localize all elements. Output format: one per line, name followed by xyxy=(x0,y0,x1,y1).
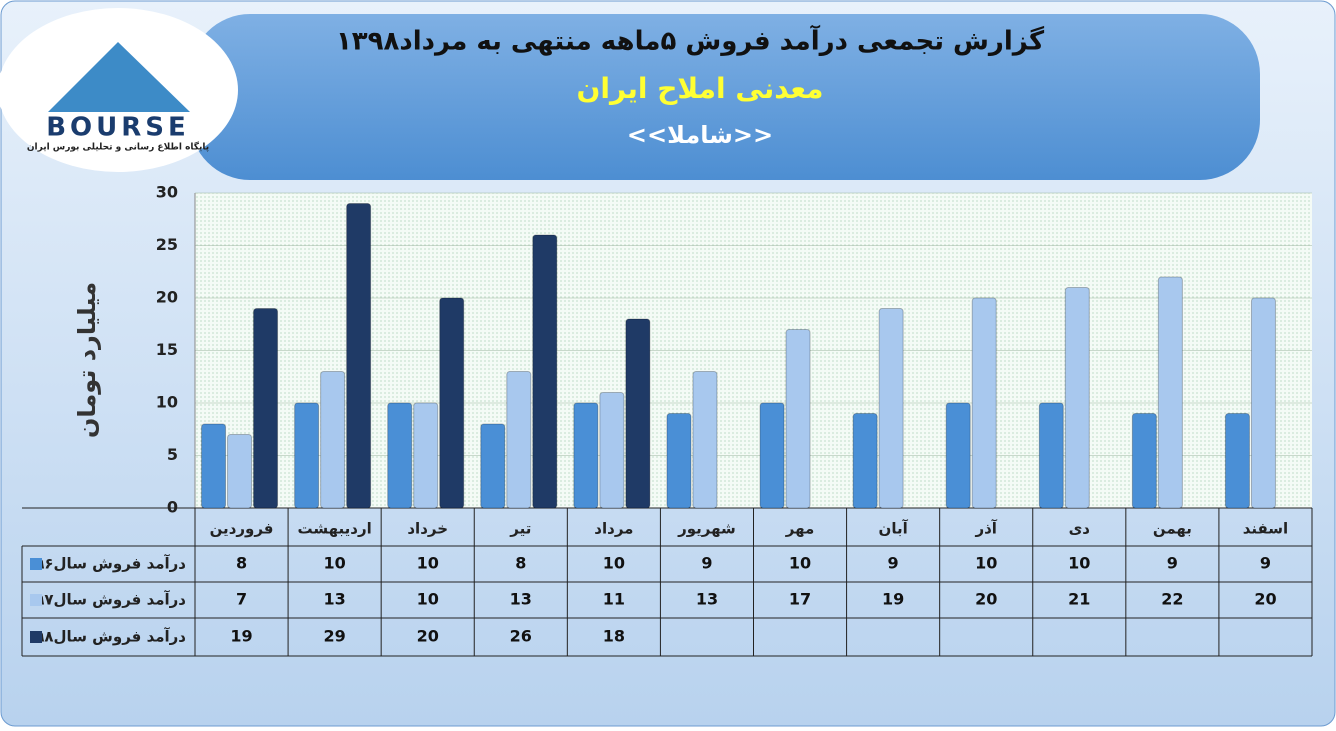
bar xyxy=(945,402,971,509)
table-value: 19 xyxy=(882,590,904,609)
bar xyxy=(387,402,413,509)
chart-subtitle: معدنی املاح ایران xyxy=(576,72,823,105)
x-tick-label: فروردین xyxy=(210,520,274,538)
bar xyxy=(346,203,372,509)
legend-label: درآمد فروش سال۹۷ xyxy=(35,591,186,609)
y-tick-label: 0 xyxy=(167,498,178,517)
table-value: 10 xyxy=(417,590,439,609)
bar xyxy=(439,297,465,509)
table-value: 13 xyxy=(510,590,532,609)
x-tick-label: آذر xyxy=(974,520,997,538)
x-tick-label: شهریور xyxy=(677,520,736,538)
table-value: 10 xyxy=(789,554,811,573)
y-axis-label: میلیارد تومان xyxy=(73,282,101,438)
x-tick-label: مرداد xyxy=(594,520,633,538)
table-value: 9 xyxy=(888,554,899,573)
y-tick-label: 15 xyxy=(156,340,178,359)
legend-label: درآمد فروش سال۹۸ xyxy=(35,628,186,646)
bar xyxy=(852,413,878,509)
x-tick-label: بهمن xyxy=(1153,520,1192,538)
bar xyxy=(532,234,558,509)
table-value: 10 xyxy=(975,554,997,573)
chart-symbol: <<شاملا>> xyxy=(627,121,773,149)
table-value: 9 xyxy=(701,554,712,573)
y-tick-label: 10 xyxy=(156,393,178,412)
x-tick-label: آبان xyxy=(879,520,909,538)
table-value: 29 xyxy=(323,627,345,646)
bar xyxy=(971,297,997,509)
bar xyxy=(878,308,904,509)
legend-swatch xyxy=(30,594,42,606)
table-value: 9 xyxy=(1167,554,1178,573)
table-value: 13 xyxy=(696,590,718,609)
x-tick-label: اردیبهشت xyxy=(297,520,371,538)
x-tick-label: تیر xyxy=(509,520,531,538)
table-value: 20 xyxy=(1254,590,1276,609)
bar xyxy=(227,434,253,509)
bar xyxy=(785,329,811,509)
legend-swatch xyxy=(30,631,42,643)
bar xyxy=(506,371,532,509)
table-value: 8 xyxy=(236,554,247,573)
y-tick-label: 30 xyxy=(156,183,178,202)
table-value: 7 xyxy=(236,590,247,609)
table-value: 10 xyxy=(1068,554,1090,573)
bar xyxy=(599,392,625,509)
bar xyxy=(666,413,692,509)
bar xyxy=(573,402,599,509)
bar xyxy=(692,371,718,509)
x-tick-label: دی xyxy=(1069,520,1091,538)
table-value: 21 xyxy=(1068,590,1090,609)
x-tick-label: مهر xyxy=(785,520,815,538)
logo-mark xyxy=(48,42,190,112)
table-value: 9 xyxy=(1260,554,1271,573)
table-value: 11 xyxy=(603,590,625,609)
table-value: 22 xyxy=(1161,590,1183,609)
table-value: 19 xyxy=(230,627,252,646)
bar xyxy=(759,402,785,509)
bar xyxy=(1064,287,1090,509)
header-banner xyxy=(190,14,1260,180)
bar xyxy=(201,423,227,509)
y-tick-label: 25 xyxy=(156,235,178,254)
table-value: 20 xyxy=(417,627,439,646)
chart-title: گزارش تجمعی درآمد فروش ۵ماهه منتهی به مر… xyxy=(336,25,1045,57)
table-value: 26 xyxy=(510,627,532,646)
bar xyxy=(1038,402,1064,509)
legend-swatch xyxy=(30,558,42,570)
x-tick-label: خرداد xyxy=(407,520,448,538)
logo-text: BOURSE xyxy=(46,113,190,143)
legend-label: درآمد فروش سال۹۶ xyxy=(35,555,186,573)
y-tick-label: 5 xyxy=(167,445,178,464)
bar xyxy=(1250,297,1276,509)
table-value: 17 xyxy=(789,590,811,609)
bar xyxy=(625,318,651,509)
bar xyxy=(320,371,346,509)
bar xyxy=(413,402,439,509)
x-tick-label: اسفند xyxy=(1243,520,1288,538)
bar xyxy=(253,308,279,509)
bar xyxy=(1224,413,1250,509)
table-value: 20 xyxy=(975,590,997,609)
bar xyxy=(1131,413,1157,509)
bar xyxy=(294,402,320,509)
table-value: 13 xyxy=(323,590,345,609)
table-value: 8 xyxy=(515,554,526,573)
bar xyxy=(480,423,506,509)
bar xyxy=(1157,276,1183,509)
table-value: 10 xyxy=(603,554,625,573)
y-tick-label: 20 xyxy=(156,288,178,307)
table-value: 10 xyxy=(417,554,439,573)
table-value: 10 xyxy=(323,554,345,573)
table-value: 18 xyxy=(603,627,625,646)
logo-subtitle: پایگاه اطلاع رسانی و تحلیلی بورس ایران xyxy=(27,141,209,153)
